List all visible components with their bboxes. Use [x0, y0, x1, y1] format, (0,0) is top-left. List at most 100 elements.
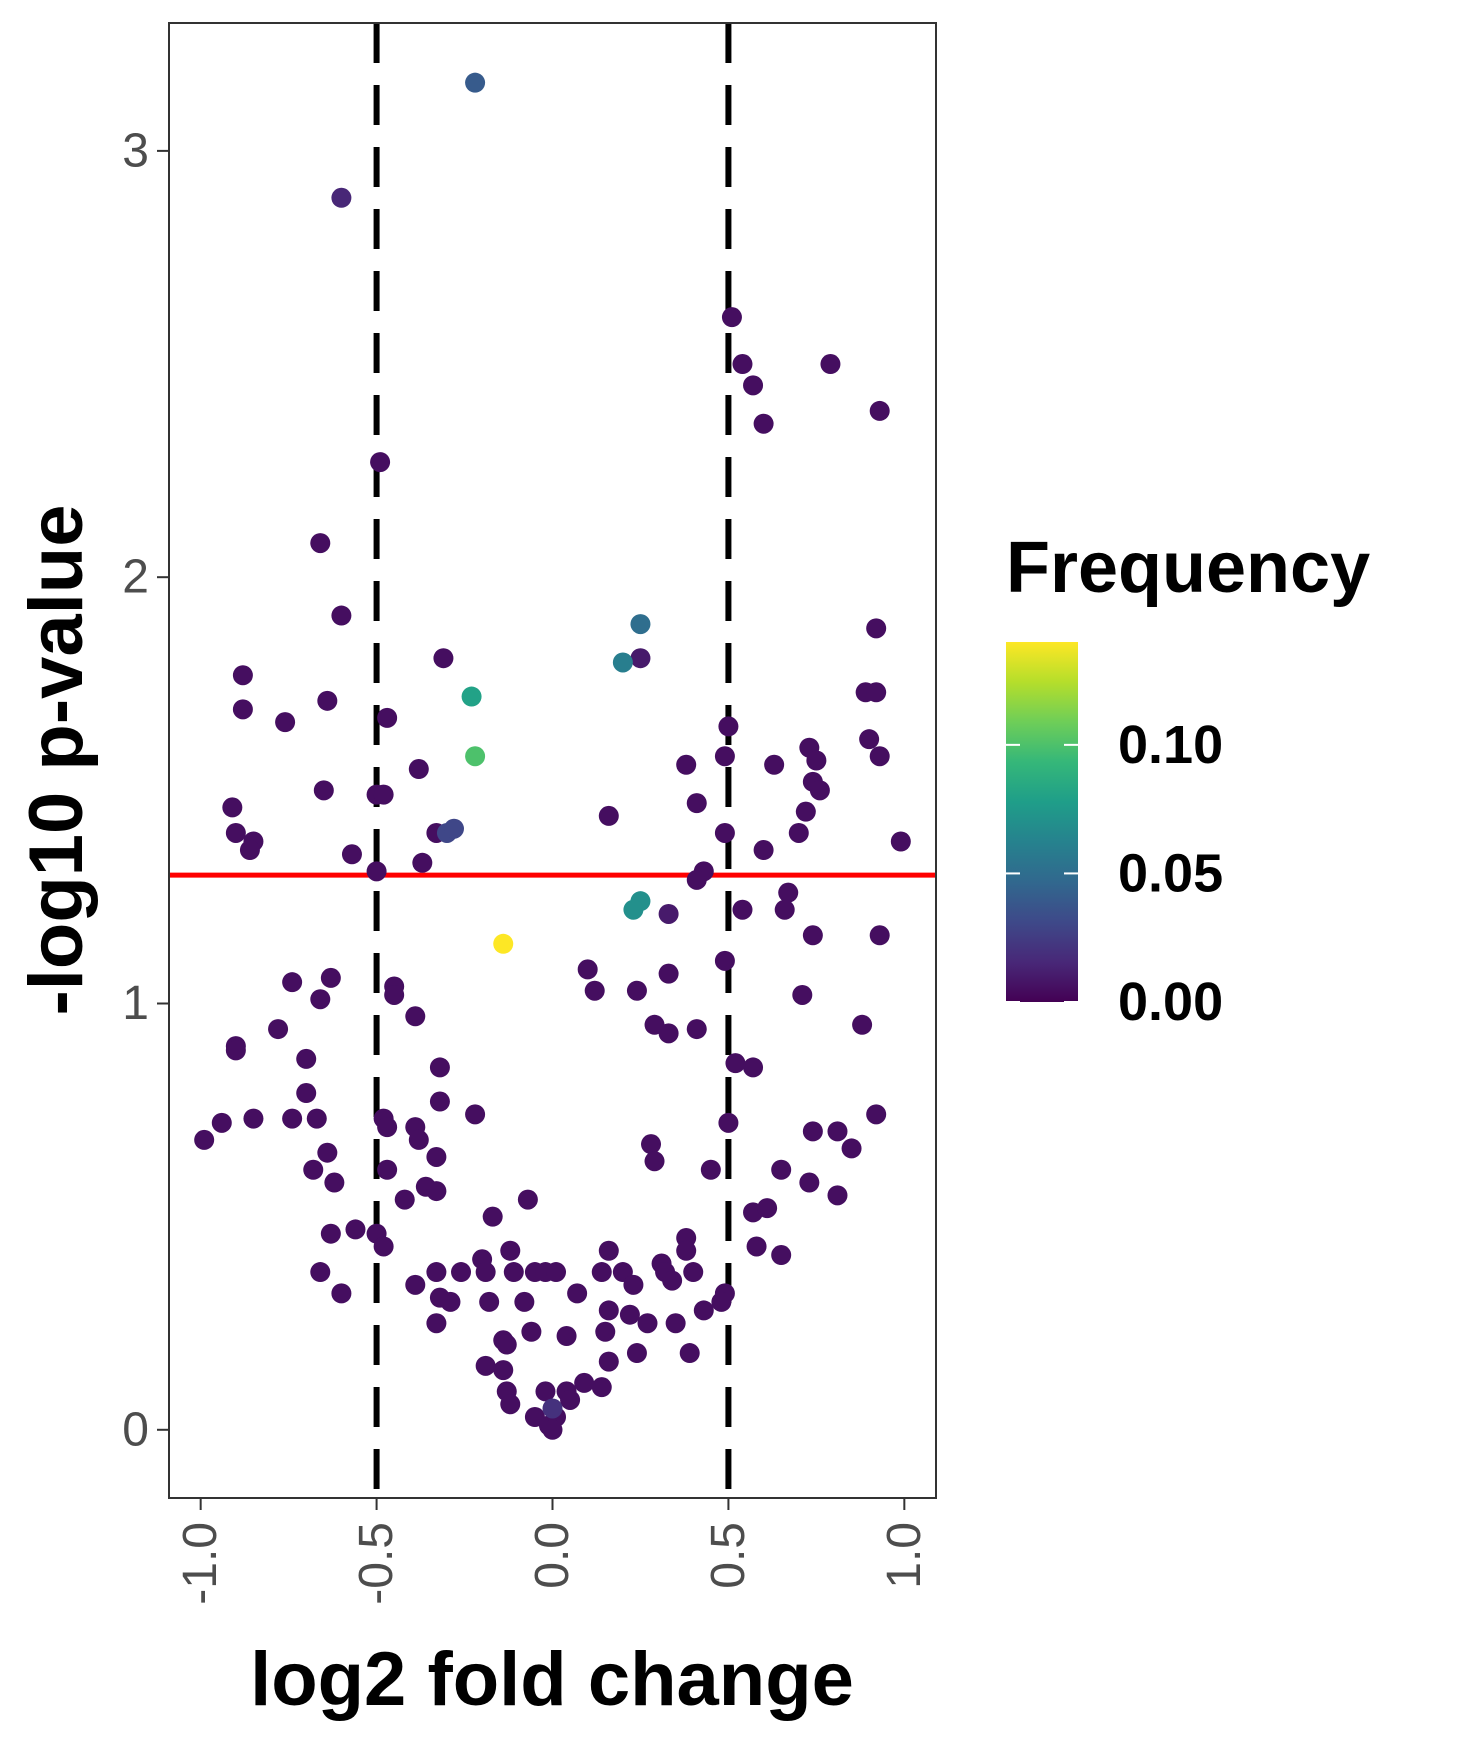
- data-point: [377, 1117, 398, 1138]
- data-point: [764, 754, 785, 775]
- data-point: [598, 805, 619, 826]
- data-point: [500, 1394, 521, 1415]
- data-point: [232, 665, 253, 686]
- data-point: [852, 1014, 873, 1035]
- data-point: [753, 413, 774, 434]
- data-point: [630, 614, 651, 635]
- data-point: [222, 797, 243, 818]
- data-point: [426, 1262, 447, 1283]
- data-point: [757, 1198, 778, 1219]
- data-points: [194, 72, 911, 1440]
- colorbar-legend: Frequency 0.00 0.05 0.10: [1006, 528, 1370, 1032]
- data-point: [560, 1389, 581, 1410]
- data-point: [827, 1185, 848, 1206]
- data-point: [366, 861, 387, 882]
- data-point: [676, 754, 697, 775]
- data-point: [243, 1108, 264, 1129]
- data-point: [827, 1121, 848, 1142]
- data-point: [268, 1019, 289, 1040]
- data-point: [310, 533, 331, 554]
- data-point: [598, 1351, 619, 1372]
- data-point: [412, 852, 433, 873]
- y-tick-label: 0: [122, 1403, 149, 1456]
- data-point: [514, 1291, 535, 1312]
- colorbar: [1006, 642, 1078, 1002]
- data-point: [820, 354, 841, 375]
- data-point: [637, 1313, 658, 1334]
- data-point: [324, 1172, 345, 1193]
- data-point: [535, 1381, 556, 1402]
- data-point: [714, 746, 735, 767]
- data-point: [225, 822, 246, 843]
- data-point: [232, 699, 253, 720]
- data-point: [584, 980, 605, 1001]
- data-point: [644, 1151, 665, 1172]
- y-axis: 0 1 2 3: [122, 124, 169, 1456]
- x-axis: -1.0 -0.5 0.0 0.5 1.0: [174, 1498, 931, 1605]
- data-point: [721, 307, 742, 328]
- data-point: [546, 1262, 567, 1283]
- data-point: [341, 844, 362, 865]
- data-point: [542, 1419, 563, 1440]
- data-point: [774, 899, 795, 920]
- data-point: [426, 1181, 447, 1202]
- y-tick-label: 3: [122, 124, 149, 177]
- legend-title: Frequency: [1006, 528, 1370, 608]
- data-point: [282, 972, 303, 993]
- data-point: [732, 899, 753, 920]
- data-point: [598, 1300, 619, 1321]
- data-point: [482, 1206, 503, 1227]
- data-point: [802, 1121, 823, 1142]
- data-point: [282, 1108, 303, 1129]
- x-tick-label: -0.5: [350, 1522, 403, 1605]
- data-point: [443, 818, 464, 839]
- data-point: [718, 716, 739, 737]
- data-point: [225, 1040, 246, 1061]
- y-tick-label: 1: [122, 977, 149, 1030]
- data-point: [869, 400, 890, 421]
- data-point: [320, 967, 341, 988]
- data-point: [521, 1321, 542, 1342]
- data-point: [676, 1240, 697, 1261]
- data-point: [500, 1240, 521, 1261]
- data-point: [809, 780, 830, 801]
- data-point: [577, 959, 598, 980]
- data-point: [440, 1291, 461, 1312]
- data-point: [405, 1006, 426, 1027]
- y-axis-title: -log10 p-value: [14, 505, 99, 1016]
- data-point: [567, 1283, 588, 1304]
- data-point: [714, 950, 735, 971]
- data-point: [595, 1321, 616, 1342]
- data-point: [792, 984, 813, 1005]
- data-point: [370, 452, 391, 473]
- threshold-lines: [169, 23, 936, 1498]
- data-point: [686, 793, 707, 814]
- data-point: [310, 1262, 331, 1283]
- data-point: [211, 1112, 232, 1133]
- data-point: [612, 652, 633, 673]
- data-point: [743, 375, 764, 396]
- data-point: [331, 1283, 352, 1304]
- data-point: [408, 759, 429, 780]
- x-axis-title: log2 fold change: [250, 1637, 854, 1722]
- data-point: [426, 1146, 447, 1167]
- data-point: [686, 1019, 707, 1040]
- data-point: [429, 1091, 450, 1112]
- data-point: [296, 1083, 317, 1104]
- data-point: [732, 354, 753, 375]
- colorbar-tick-label: 0.05: [1118, 843, 1223, 903]
- data-point: [841, 1138, 862, 1159]
- data-point: [799, 1172, 820, 1193]
- data-point: [377, 1159, 398, 1180]
- data-point: [753, 840, 774, 861]
- data-point: [451, 1262, 472, 1283]
- data-point: [802, 925, 823, 946]
- data-point: [303, 1159, 324, 1180]
- data-point: [275, 712, 296, 733]
- data-point: [475, 1262, 496, 1283]
- data-point: [239, 840, 260, 861]
- data-point: [296, 1048, 317, 1069]
- data-point: [700, 1159, 721, 1180]
- data-point: [465, 746, 486, 767]
